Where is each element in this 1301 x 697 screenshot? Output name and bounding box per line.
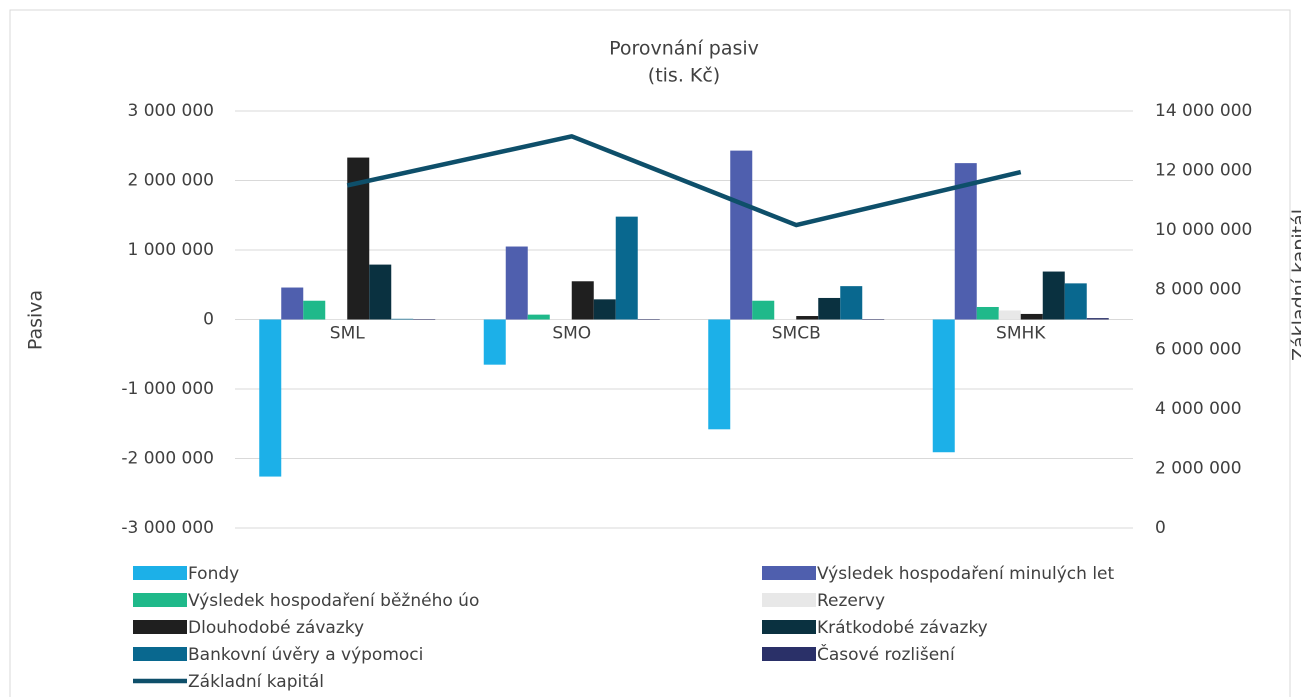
bar xyxy=(615,216,638,320)
y2-axis-title: Základní kapitál xyxy=(1289,209,1301,361)
legend-label: Rezervy xyxy=(817,591,885,611)
y-tick-label: -3 000 000 xyxy=(121,518,214,538)
y2-tick-label: 14 000 000 xyxy=(1155,101,1252,121)
bar xyxy=(637,319,660,320)
y2-tick-label: 0 xyxy=(1155,518,1166,538)
bar xyxy=(369,264,392,320)
bar xyxy=(391,318,414,320)
chart-subtitle: (tis. Kč) xyxy=(648,65,720,87)
legend-swatch xyxy=(762,647,816,661)
bar xyxy=(1042,271,1065,320)
chart-border xyxy=(9,9,1291,697)
bar xyxy=(862,319,885,320)
bar xyxy=(571,281,594,320)
bar xyxy=(593,299,616,320)
y2-tick-label: 4 000 000 xyxy=(1155,399,1242,419)
y-tick-label: -2 000 000 xyxy=(121,449,214,469)
y-axis-title: Pasiva xyxy=(25,290,47,350)
bar xyxy=(1064,283,1087,320)
legend-swatch xyxy=(133,566,187,580)
bar xyxy=(774,319,797,320)
chart-title: Porovnání pasiv xyxy=(609,38,759,60)
y2-tick-label: 8 000 000 xyxy=(1155,280,1242,300)
bar xyxy=(998,310,1021,320)
legend-swatch xyxy=(762,620,816,634)
legend-label: Bankovní úvěry a výpomoci xyxy=(188,645,423,665)
line xyxy=(346,134,1022,228)
bar xyxy=(954,163,977,320)
bar xyxy=(752,300,775,320)
legend-label: Výsledek hospodaření běžného úo xyxy=(188,591,479,611)
legend-label: Krátkodobé závazky xyxy=(817,618,988,638)
bar xyxy=(527,314,550,320)
y-tick-label: 2 000 000 xyxy=(127,171,214,191)
legend-swatch xyxy=(762,566,816,580)
bar xyxy=(708,319,731,430)
bar xyxy=(505,246,528,320)
legend-swatch xyxy=(133,620,187,634)
legend-label: Základní kapitál xyxy=(188,672,324,692)
bar xyxy=(1086,318,1109,320)
x-tick-label: SMCB xyxy=(772,324,821,344)
legend-label: Výsledek hospodaření minulých let xyxy=(817,564,1115,584)
y-tick-label: 0 xyxy=(203,310,214,330)
bar xyxy=(259,319,282,477)
bar xyxy=(549,319,572,320)
x-tick-label: SMO xyxy=(552,324,591,344)
x-tick-label: SML xyxy=(330,324,365,344)
bar xyxy=(976,306,999,320)
y-tick-label: 1 000 000 xyxy=(127,240,214,260)
legend-swatch xyxy=(133,593,187,607)
y-tick-label: -1 000 000 xyxy=(121,379,214,399)
bar xyxy=(483,319,506,365)
legend-label: Dlouhodobé závazky xyxy=(188,618,364,638)
bar xyxy=(413,319,436,320)
legend-swatch xyxy=(762,593,816,607)
bar xyxy=(281,287,304,320)
x-tick-label: SMHK xyxy=(996,324,1046,344)
legend-label: Fondy xyxy=(188,564,239,584)
bar xyxy=(325,319,348,320)
bar xyxy=(818,297,841,320)
y2-tick-label: 2 000 000 xyxy=(1155,458,1242,478)
bar xyxy=(796,316,819,320)
legend-swatch xyxy=(133,647,187,661)
bar xyxy=(932,319,955,453)
bar xyxy=(840,286,863,320)
legend-label: Časové rozlišení xyxy=(817,643,956,665)
y2-tick-label: 12 000 000 xyxy=(1155,161,1252,181)
y2-tick-label: 10 000 000 xyxy=(1155,220,1252,240)
y2-tick-label: 6 000 000 xyxy=(1155,339,1242,359)
bar xyxy=(347,157,370,320)
bar xyxy=(730,150,753,320)
y-tick-label: 3 000 000 xyxy=(127,101,214,121)
bar xyxy=(1020,313,1043,320)
bar xyxy=(303,300,326,320)
